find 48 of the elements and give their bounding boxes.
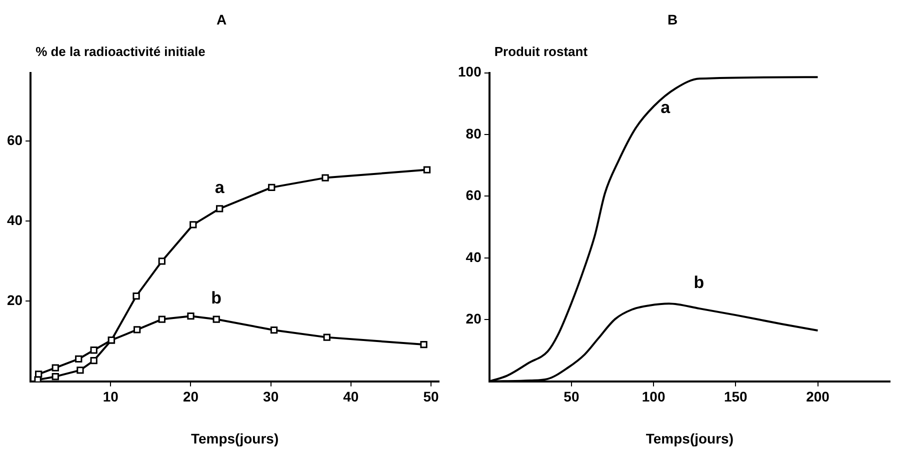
series-label: b bbox=[211, 288, 222, 308]
point bbox=[270, 326, 278, 334]
point bbox=[420, 340, 428, 348]
point bbox=[190, 221, 197, 228]
point bbox=[187, 312, 194, 320]
x-tick-label: 40 bbox=[343, 388, 359, 405]
y-tick-label: 40 bbox=[466, 248, 482, 265]
chart-title: B bbox=[667, 11, 678, 28]
point bbox=[158, 258, 166, 265]
point bbox=[132, 292, 140, 300]
y-tick-label: 20 bbox=[6, 292, 23, 308]
y-tick-label: 60 bbox=[6, 132, 23, 148]
point bbox=[322, 174, 329, 182]
x-tick-label: 150 bbox=[724, 388, 748, 405]
x-tick-label: 10 bbox=[102, 388, 119, 405]
chart-title: A bbox=[216, 11, 227, 28]
y-axis-title: Produit rostant bbox=[494, 44, 588, 59]
point bbox=[90, 346, 98, 354]
x-tick-label: 50 bbox=[423, 388, 439, 405]
series-label: a bbox=[660, 98, 671, 117]
x-tick-label: 30 bbox=[263, 388, 279, 405]
x-tick-label: 200 bbox=[806, 388, 830, 405]
series-label: b bbox=[694, 272, 704, 292]
y-tick-label: 20 bbox=[466, 310, 482, 327]
point bbox=[268, 184, 276, 191]
x-tick-label: 100 bbox=[642, 388, 666, 405]
point bbox=[323, 334, 330, 341]
y-tick-label: 60 bbox=[466, 187, 482, 204]
point bbox=[90, 356, 98, 364]
x-tick-label: 50 bbox=[564, 388, 580, 405]
point bbox=[75, 355, 82, 363]
y-axis-title: % de la radioactivité initiale bbox=[36, 44, 206, 59]
point bbox=[423, 166, 431, 174]
y-tick-label: 80 bbox=[466, 125, 482, 142]
x-axis-title: Temps(jours) bbox=[646, 430, 734, 446]
y-tick-label: 100 bbox=[458, 64, 482, 80]
x-axis-title: Temps(jours) bbox=[190, 430, 279, 446]
point bbox=[158, 316, 166, 323]
y-tick-label: 40 bbox=[6, 212, 23, 228]
point bbox=[52, 373, 59, 380]
series-label: a bbox=[214, 178, 225, 197]
point bbox=[52, 364, 59, 372]
point bbox=[76, 366, 84, 374]
x-tick-label: 20 bbox=[182, 388, 199, 405]
point bbox=[134, 326, 141, 334]
point bbox=[212, 316, 220, 323]
point bbox=[34, 376, 42, 382]
point bbox=[216, 205, 224, 212]
